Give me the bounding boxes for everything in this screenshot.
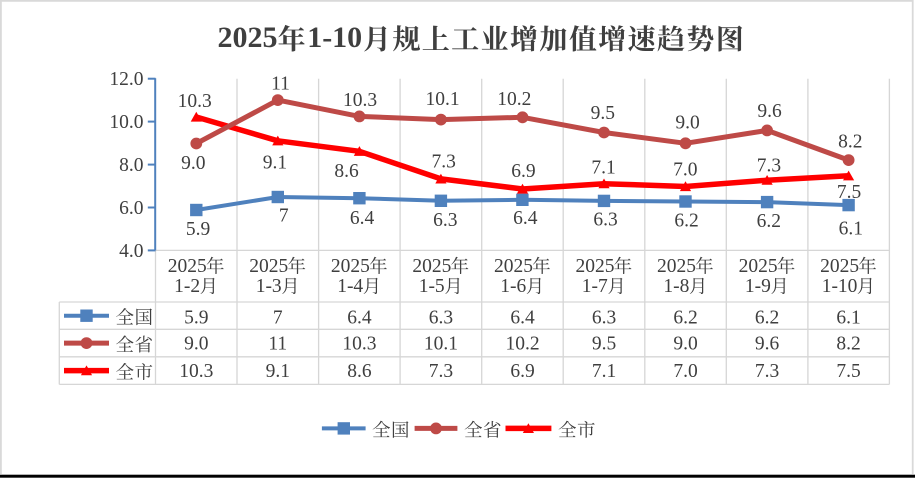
- svg-text:1-10: 1-10: [822, 276, 858, 297]
- svg-text:2025: 2025: [412, 256, 451, 277]
- svg-text:1-9: 1-9: [745, 276, 771, 297]
- svg-text:1-7: 1-7: [582, 276, 608, 297]
- svg-text:6.3: 6.3: [433, 210, 457, 231]
- svg-text:10.1: 10.1: [424, 333, 458, 354]
- svg-text:6.1: 6.1: [839, 219, 863, 240]
- svg-text:7.3: 7.3: [755, 361, 779, 382]
- svg-text:12.0: 12.0: [109, 69, 143, 90]
- svg-text:7.0: 7.0: [673, 361, 697, 382]
- svg-text:10.2: 10.2: [497, 89, 531, 110]
- svg-text:11: 11: [271, 74, 290, 95]
- svg-text:6.4: 6.4: [510, 308, 535, 329]
- svg-text:6.2: 6.2: [673, 308, 697, 329]
- svg-text:9.1: 9.1: [263, 152, 287, 173]
- svg-text:1-2: 1-2: [174, 276, 200, 297]
- svg-text:7.5: 7.5: [837, 182, 861, 203]
- svg-text:7: 7: [279, 206, 289, 227]
- svg-text:6.3: 6.3: [429, 308, 453, 329]
- svg-text:8.0: 8.0: [119, 155, 143, 176]
- svg-text:1-5: 1-5: [419, 276, 445, 297]
- svg-text:9.6: 9.6: [757, 101, 782, 122]
- svg-text:9.5: 9.5: [591, 103, 615, 124]
- svg-text:8.6: 8.6: [334, 161, 359, 182]
- svg-text:7.5: 7.5: [836, 361, 860, 382]
- svg-text:2025: 2025: [657, 256, 696, 277]
- svg-text:2025: 2025: [820, 256, 859, 277]
- svg-text:1-6: 1-6: [500, 276, 526, 297]
- svg-text:2025: 2025: [494, 256, 533, 277]
- svg-text:10.0: 10.0: [109, 112, 143, 133]
- svg-text:1-8: 1-8: [663, 276, 689, 297]
- svg-text:7: 7: [273, 308, 283, 329]
- svg-text:7.3: 7.3: [757, 155, 781, 176]
- svg-text:6.4: 6.4: [347, 308, 372, 329]
- svg-text:6.1: 6.1: [836, 308, 860, 329]
- svg-text:6.2: 6.2: [674, 210, 698, 231]
- svg-text:8.2: 8.2: [838, 132, 862, 153]
- svg-text:8.2: 8.2: [836, 333, 860, 354]
- svg-text:10.3: 10.3: [343, 90, 377, 111]
- svg-text:6.3: 6.3: [593, 209, 617, 230]
- svg-text:10.3: 10.3: [179, 361, 213, 382]
- svg-text:2025: 2025: [218, 21, 278, 54]
- svg-text:7.1: 7.1: [592, 361, 616, 382]
- svg-text:11: 11: [268, 333, 287, 354]
- svg-text:9.0: 9.0: [181, 153, 205, 174]
- svg-text:9.0: 9.0: [184, 333, 208, 354]
- svg-text:5.9: 5.9: [186, 219, 210, 240]
- svg-text:5.9: 5.9: [184, 308, 208, 329]
- svg-text:9.1: 9.1: [266, 361, 290, 382]
- svg-text:9.0: 9.0: [675, 113, 699, 134]
- svg-text:2025: 2025: [331, 256, 370, 277]
- svg-text:9.0: 9.0: [673, 333, 697, 354]
- svg-text:7.0: 7.0: [673, 159, 697, 180]
- svg-text:6.0: 6.0: [119, 198, 143, 219]
- svg-text:7.1: 7.1: [591, 158, 615, 179]
- svg-text:10.3: 10.3: [178, 91, 212, 112]
- svg-text:10.1: 10.1: [426, 89, 460, 110]
- svg-text:6.9: 6.9: [510, 361, 534, 382]
- svg-text:8.6: 8.6: [347, 361, 372, 382]
- svg-text:10.3: 10.3: [342, 333, 376, 354]
- svg-text:7.3: 7.3: [432, 152, 456, 173]
- svg-text:9.6: 9.6: [755, 333, 780, 354]
- svg-text:2025: 2025: [576, 256, 615, 277]
- svg-text:1-4: 1-4: [337, 276, 363, 297]
- svg-text:2025: 2025: [168, 256, 207, 277]
- svg-text:1-10: 1-10: [307, 21, 362, 54]
- svg-text:6.2: 6.2: [755, 308, 779, 329]
- svg-text:6.4: 6.4: [350, 208, 375, 229]
- svg-text:2025: 2025: [249, 256, 288, 277]
- svg-text:2025: 2025: [739, 256, 778, 277]
- svg-text:1-3: 1-3: [256, 276, 282, 297]
- svg-text:6.2: 6.2: [757, 211, 781, 232]
- svg-text:4.0: 4.0: [119, 241, 143, 262]
- svg-text:6.9: 6.9: [511, 161, 535, 182]
- svg-text:6.3: 6.3: [592, 308, 616, 329]
- svg-text:10.2: 10.2: [505, 333, 539, 354]
- svg-text:9.5: 9.5: [592, 333, 616, 354]
- svg-text:6.4: 6.4: [513, 208, 538, 229]
- svg-text:7.3: 7.3: [429, 361, 453, 382]
